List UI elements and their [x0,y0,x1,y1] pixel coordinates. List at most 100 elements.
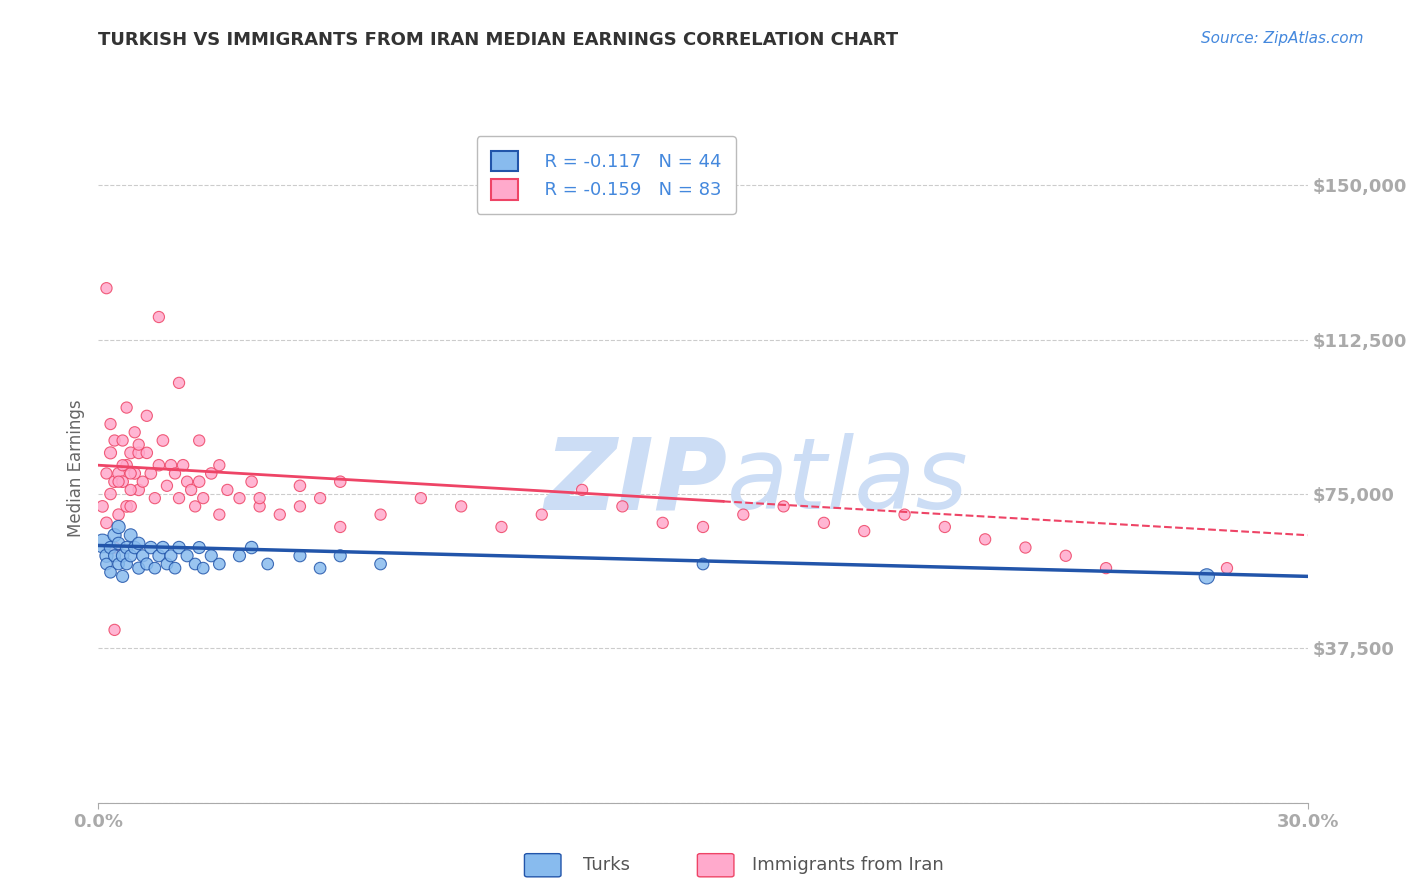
Point [103,528,125,542]
Text: ZIP: ZIP [544,434,727,530]
Point [111,549,134,563]
Point [115,500,138,514]
Point [269,508,291,522]
Point [128,446,150,460]
Point [139,467,162,481]
Point [974,533,997,547]
Point [208,557,231,571]
Point [160,549,183,563]
Point [612,500,634,514]
Point [733,508,755,522]
Point [188,541,211,555]
Point [100,446,122,460]
Point [249,500,271,514]
Point [176,475,198,489]
Point [143,491,166,505]
Point [107,475,129,489]
Text: atlas: atlas [727,434,969,530]
Point [184,500,207,514]
Point [240,541,263,555]
Point [120,446,142,460]
Point [167,541,190,555]
Point [193,491,215,505]
Point [651,516,673,530]
Point [1216,561,1239,575]
Point [107,536,129,550]
Point [120,549,142,563]
Point [135,557,157,571]
Point [228,549,250,563]
Point [91,536,114,550]
Point [128,536,150,550]
Point [103,549,125,563]
Point [288,500,311,514]
Point [120,483,142,497]
Text: Source: ZipAtlas.com: Source: ZipAtlas.com [1201,31,1364,46]
Point [228,491,250,505]
Point [329,475,352,489]
Point [309,491,332,505]
Point [124,541,146,555]
Point [193,561,215,575]
Point [256,557,278,571]
Point [571,483,593,497]
Point [107,467,129,481]
Point [893,508,915,522]
Point [111,458,134,473]
Point [132,475,155,489]
Point [934,520,956,534]
Point [124,425,146,440]
Point [91,500,114,514]
Point [208,508,231,522]
Point [167,376,190,390]
Point [370,508,392,522]
Point [103,623,125,637]
Point [188,434,211,448]
Point [96,557,118,571]
Point [240,475,263,489]
Point [813,516,835,530]
Point [100,487,122,501]
Point [329,520,352,534]
Point [148,549,170,563]
Text: Immigrants from Iran: Immigrants from Iran [752,856,943,874]
Point [450,500,472,514]
Point [128,561,150,575]
Point [124,467,146,481]
Point [163,467,186,481]
Point [1195,569,1218,583]
Point [309,561,332,575]
Point [132,549,155,563]
Point [120,500,142,514]
Point [100,566,122,580]
Point [103,475,125,489]
Point [163,561,186,575]
Point [1095,561,1118,575]
Point [409,491,432,505]
Point [107,520,129,534]
Text: Turks: Turks [583,856,630,874]
Point [135,409,157,423]
Point [288,479,311,493]
Point [96,281,118,295]
Y-axis label: Median Earnings: Median Earnings [66,400,84,537]
Point [772,500,794,514]
Point [111,434,134,448]
Point [120,467,142,481]
Point [208,458,231,473]
Point [100,541,122,555]
Point [148,310,170,324]
Point [217,483,239,497]
Point [148,458,170,473]
Point [176,549,198,563]
Point [160,458,183,473]
Point [115,458,138,473]
Point [370,557,392,571]
Point [200,467,222,481]
Point [128,483,150,497]
Point [107,508,129,522]
Point [692,520,714,534]
Point [180,483,202,497]
Point [288,549,311,563]
Point [96,549,118,563]
